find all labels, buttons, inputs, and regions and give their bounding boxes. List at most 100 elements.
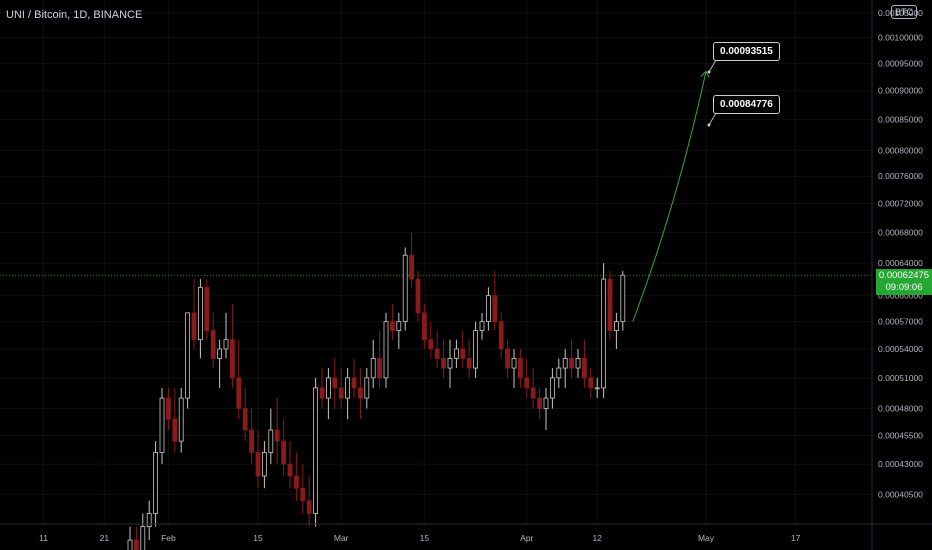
candle-body (550, 377, 555, 399)
candle (300, 464, 306, 514)
candle (172, 387, 178, 453)
candle (204, 279, 210, 340)
candle (229, 304, 235, 388)
candle-body (543, 397, 549, 409)
candle-body (274, 429, 280, 442)
candle-body (485, 295, 491, 323)
candle (453, 339, 459, 369)
candle (255, 430, 261, 489)
candle (153, 441, 159, 527)
candle-body (332, 377, 338, 389)
candle (319, 368, 325, 409)
candle-body (447, 358, 453, 369)
y-tick-label: 0.00085000 (878, 115, 923, 125)
candle (159, 387, 165, 465)
candle (127, 526, 133, 550)
candle-body (505, 348, 511, 369)
candle (325, 368, 331, 420)
arrow-head (700, 70, 710, 78)
candle-body (364, 377, 370, 399)
candle-body (479, 321, 485, 331)
candle (242, 387, 248, 442)
candle-body (210, 330, 216, 359)
candle (479, 312, 485, 340)
current-price-label: 0.00062475 (878, 270, 930, 282)
y-tick-label: 0.00040500 (878, 489, 923, 499)
price-axis-bg (872, 0, 932, 524)
candle (383, 312, 389, 388)
candle (518, 348, 523, 388)
candle-body (537, 397, 542, 409)
x-tick-label: 15 (420, 533, 430, 543)
candle-body (421, 312, 427, 341)
candle (261, 441, 267, 489)
candle (210, 312, 216, 369)
projection-arrow (632, 59, 717, 322)
y-tick-label: 0.00068000 (878, 227, 923, 237)
y-tick-label: 0.00090000 (878, 86, 923, 96)
candle-body (518, 358, 523, 379)
candle-body (325, 377, 331, 399)
candle-body (524, 377, 530, 389)
candle-body (498, 321, 504, 350)
y-tick-label: 0.00064000 (878, 258, 923, 268)
candle-body (306, 500, 312, 514)
candle-body (185, 312, 191, 399)
candle (428, 321, 434, 359)
y-tick-label: 0.00060000 (878, 291, 923, 301)
candle-body (345, 377, 351, 399)
candle (460, 330, 466, 369)
candle (165, 387, 171, 431)
candle-body (300, 487, 306, 502)
candle-body (530, 387, 536, 399)
x-tick-label: 17 (791, 533, 801, 543)
candle (505, 339, 511, 378)
candle-body (453, 348, 459, 359)
candle (415, 271, 421, 322)
candle (498, 312, 504, 359)
y-tick-label: 0.00080000 (878, 145, 923, 155)
y-tick-label: 0.00054000 (878, 344, 923, 354)
candle (575, 348, 581, 378)
candle (543, 387, 549, 431)
x-tick-label: May (698, 533, 715, 543)
candle (357, 368, 363, 420)
candle (345, 368, 351, 420)
candle (306, 476, 312, 527)
candle-body (460, 348, 466, 359)
x-tick-label: 15 (253, 533, 263, 543)
price-axis[interactable]: 0.00105000 0.00100000 0.00095000 0.00090000… (878, 8, 923, 500)
y-tick-label: 0.00045500 (878, 431, 923, 441)
x-tick-label: 21 (100, 533, 110, 543)
candle-body (492, 295, 498, 323)
x-tick-label: Feb (161, 533, 176, 543)
candle-body (396, 321, 402, 331)
candle-body (601, 278, 606, 389)
y-tick-label: 0.00095000 (878, 58, 923, 68)
candle (530, 368, 536, 409)
currency-badge[interactable]: BTC (891, 5, 917, 19)
candle-body (133, 539, 139, 550)
projection-line (632, 71, 707, 322)
candle-body (159, 397, 165, 453)
candle-body (473, 330, 479, 369)
candle (601, 263, 606, 399)
candle (197, 279, 203, 359)
time-axis[interactable]: 11 21 Feb 15 Mar 15 Apr 12 May 17 (39, 533, 800, 543)
candle (537, 387, 542, 420)
candle-body (575, 358, 581, 369)
candle-body (140, 526, 146, 550)
candle-body (383, 321, 389, 379)
candle (614, 312, 619, 349)
y-tick-label: 0.00048000 (878, 404, 923, 414)
candle (236, 339, 242, 420)
candle-body (287, 463, 293, 477)
y-tick-label: 0.00076000 (878, 171, 923, 181)
candle-body (197, 286, 203, 341)
x-tick-label: Mar (334, 533, 349, 543)
candle (364, 368, 370, 409)
candle (185, 312, 191, 409)
candle (377, 330, 383, 388)
candle-body (582, 358, 587, 379)
